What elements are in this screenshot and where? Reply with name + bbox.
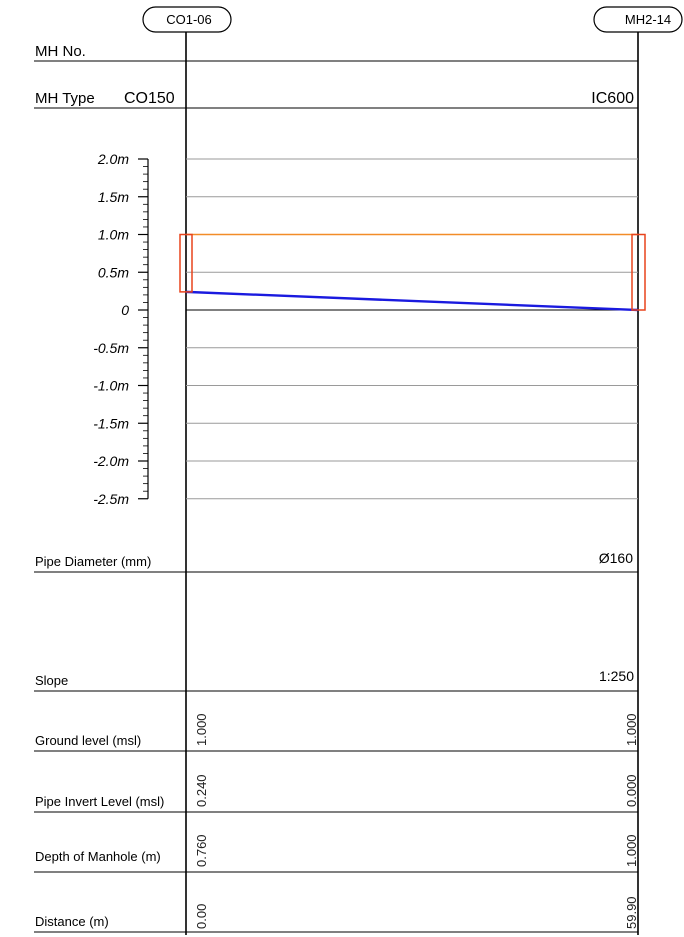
distance-label: Distance (m) [35, 914, 109, 929]
scale-label: -0.5m [93, 340, 129, 356]
depth-end: 1.000 [624, 834, 639, 867]
distance-end: 59.90 [624, 896, 639, 929]
manhole-id-bubble-start [142, 6, 232, 33]
mh-type-label: MH Type [35, 90, 95, 107]
depth-label: Depth of Manhole (m) [35, 849, 161, 864]
ground-level-label: Ground level (msl) [35, 733, 141, 748]
scale-label: 1.0m [98, 227, 129, 243]
start-manhole-box [179, 233, 193, 293]
scale-label: 0 [121, 302, 129, 318]
elevation-scale [138, 158, 149, 500]
scale-label: -2.0m [93, 453, 129, 469]
pipe-invert-start: 0.240 [194, 774, 209, 807]
slope-label: Slope [35, 673, 68, 688]
manhole-id-start: CO1-06 [166, 12, 212, 27]
elevation-scale-labels: 2.0m 1.5m 1.0m 0.5m 0 -0.5m -1.0m -1.5m -2.0m -2.… [93, 151, 129, 507]
scale-label: 2.0m [97, 151, 129, 167]
pipe-invert-label: Pipe Invert Level (msl) [35, 794, 164, 809]
mh-type-end: IC600 [591, 90, 634, 107]
profile-grid [186, 158, 638, 500]
mh-no-label: MH No. [35, 43, 86, 60]
pipe-invert-end: 0.000 [624, 774, 639, 807]
pipe-invert-line [185, 290, 639, 312]
scale-label: -1.5m [93, 415, 129, 431]
scale-label: -1.0m [93, 378, 129, 394]
pipe-diameter-label: Pipe Diameter (mm) [35, 554, 151, 569]
scale-label: 1.5m [98, 189, 129, 205]
scale-label: 0.5m [98, 264, 129, 280]
mh-type-start: CO150 [124, 90, 175, 107]
scale-label: -2.5m [93, 491, 129, 507]
ground-level-end: 1.000 [624, 713, 639, 746]
depth-start: 0.760 [194, 834, 209, 867]
end-manhole-box [631, 233, 646, 311]
slope-value: 1:250 [599, 668, 634, 684]
pipe-diameter-value: Ø160 [599, 550, 633, 566]
manhole-id-end: MH2-14 [625, 12, 671, 27]
distance-start: 0.00 [194, 904, 209, 929]
ground-level-start: 1.000 [194, 713, 209, 746]
